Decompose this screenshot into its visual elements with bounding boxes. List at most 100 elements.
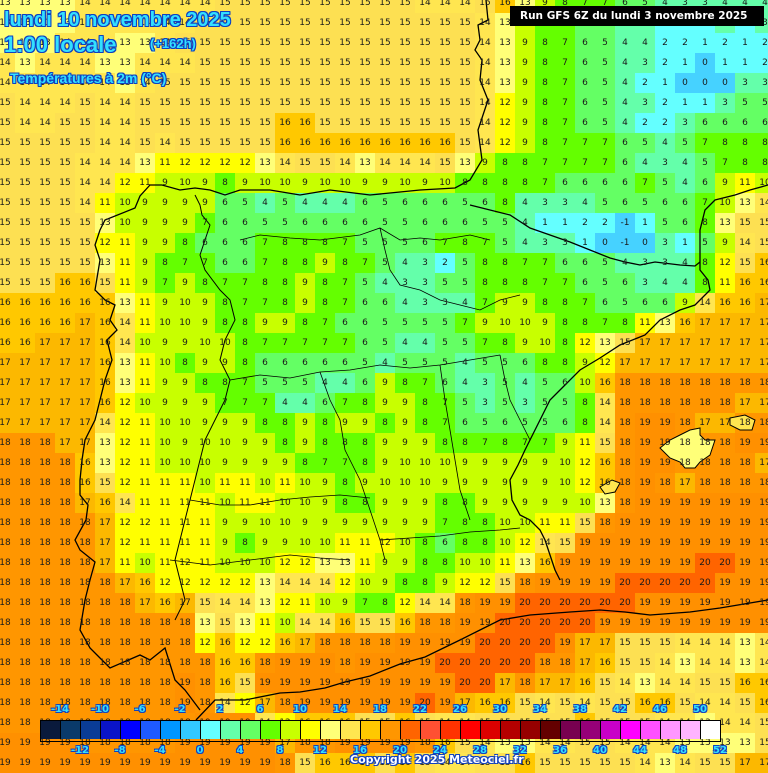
grid-value: 10 bbox=[179, 458, 191, 468]
grid-value: 8 bbox=[422, 538, 428, 548]
grid-value: 9 bbox=[502, 298, 508, 308]
raster-cell bbox=[15, 53, 35, 73]
grid-value: 10 bbox=[519, 318, 531, 328]
grid-value: 11 bbox=[139, 478, 151, 488]
colorbar-label-bottom: 0 bbox=[196, 745, 204, 756]
grid-value: 11 bbox=[579, 438, 591, 448]
grid-value: 18 bbox=[79, 658, 91, 668]
grid-value: 19 bbox=[419, 678, 431, 688]
grid-value: 5 bbox=[422, 318, 428, 328]
grid-value: 18 bbox=[59, 638, 71, 648]
grid-value: 9 bbox=[322, 518, 328, 528]
grid-value: 7 bbox=[562, 278, 568, 288]
grid-value: 6 bbox=[482, 198, 488, 208]
grid-value: 9 bbox=[722, 238, 728, 248]
grid-value: 19 bbox=[659, 438, 671, 448]
grid-value: 8 bbox=[702, 258, 708, 268]
grid-value: 13 bbox=[259, 578, 271, 588]
grid-value: 15 bbox=[259, 38, 271, 48]
grid-value: 19 bbox=[559, 578, 571, 588]
grid-value: 4 bbox=[462, 378, 468, 388]
grid-value: 5 bbox=[362, 278, 368, 288]
grid-value: 18 bbox=[679, 418, 691, 428]
grid-value: 17 bbox=[719, 358, 731, 368]
grid-value: 5 bbox=[742, 98, 748, 108]
grid-value: 19 bbox=[479, 618, 491, 628]
grid-value: 7 bbox=[282, 338, 288, 348]
grid-value: 7 bbox=[542, 178, 548, 188]
grid-value: 19 bbox=[739, 518, 751, 528]
grid-value: 8 bbox=[282, 298, 288, 308]
grid-value: 4 bbox=[622, 58, 628, 68]
grid-value: 10 bbox=[499, 518, 511, 528]
grid-value: 7 bbox=[442, 398, 448, 408]
grid-value: 7 bbox=[442, 238, 448, 248]
grid-value: 14 bbox=[599, 398, 611, 408]
grid-value: 19 bbox=[679, 618, 691, 628]
grid-value: 17 bbox=[59, 338, 71, 348]
grid-value: 5 bbox=[542, 398, 548, 408]
grid-value: 14 bbox=[319, 618, 331, 628]
grid-value: 12 bbox=[279, 598, 291, 608]
grid-value: 5 bbox=[662, 218, 668, 228]
grid-value: 18 bbox=[719, 478, 731, 488]
grid-value: 4 bbox=[622, 78, 628, 88]
grid-value: 5 bbox=[642, 198, 648, 208]
grid-value: 6 bbox=[442, 198, 448, 208]
grid-value: 16 bbox=[739, 278, 751, 288]
raster-cell bbox=[55, 73, 75, 93]
grid-value: 18 bbox=[0, 698, 11, 708]
grid-value: 6 bbox=[362, 198, 368, 208]
grid-value: 6 bbox=[562, 258, 568, 268]
grid-value: 9 bbox=[402, 418, 408, 428]
grid-value: 8 bbox=[342, 478, 348, 488]
grid-value: 19 bbox=[459, 618, 471, 628]
grid-value: 11 bbox=[119, 238, 131, 248]
grid-value: 6 bbox=[382, 298, 388, 308]
grid-value: 7 bbox=[602, 318, 608, 328]
grid-value: 18 bbox=[519, 678, 531, 688]
grid-value: 15 bbox=[0, 218, 11, 228]
grid-value: 10 bbox=[319, 598, 331, 608]
grid-value: 18 bbox=[119, 678, 131, 688]
grid-value: 17 bbox=[719, 418, 731, 428]
grid-value: 20 bbox=[519, 598, 531, 608]
grid-value: 14 bbox=[99, 98, 111, 108]
grid-value: 9 bbox=[262, 538, 268, 548]
grid-value: 4 bbox=[622, 258, 628, 268]
grid-value: 19 bbox=[159, 758, 171, 768]
grid-value: 13 bbox=[359, 158, 371, 168]
grid-value: 8 bbox=[442, 558, 448, 568]
grid-value: 10 bbox=[259, 518, 271, 528]
grid-value: 18 bbox=[79, 618, 91, 628]
grid-value: 10 bbox=[559, 458, 571, 468]
grid-value: 4 bbox=[622, 38, 628, 48]
grid-value: 18 bbox=[139, 658, 151, 668]
grid-value: 17 bbox=[39, 338, 51, 348]
grid-value: 14 bbox=[139, 0, 151, 8]
grid-value: 8 bbox=[342, 258, 348, 268]
grid-value: 5 bbox=[602, 98, 608, 108]
grid-value: 16 bbox=[599, 378, 611, 388]
grid-value: 15 bbox=[759, 718, 768, 728]
grid-value: 16 bbox=[39, 318, 51, 328]
colorbar-swatch bbox=[361, 721, 381, 739]
grid-value: 18 bbox=[39, 678, 51, 688]
grid-value: 17 bbox=[79, 418, 91, 428]
grid-value: 10 bbox=[759, 178, 768, 188]
grid-value: 19 bbox=[679, 558, 691, 568]
grid-value: 18 bbox=[679, 378, 691, 388]
grid-value: 11 bbox=[139, 458, 151, 468]
grid-value: 10 bbox=[539, 338, 551, 348]
grid-value: 19 bbox=[659, 598, 671, 608]
grid-value: 7 bbox=[222, 398, 228, 408]
grid-value: 8 bbox=[282, 418, 288, 428]
grid-value: 20 bbox=[579, 598, 591, 608]
grid-value: 4 bbox=[682, 278, 688, 288]
raster-cell bbox=[0, 133, 15, 153]
grid-value: 17 bbox=[99, 558, 111, 568]
grid-value: 16 bbox=[599, 658, 611, 668]
colorbar-label-bottom: -12 bbox=[70, 745, 90, 756]
grid-value: 9 bbox=[422, 178, 428, 188]
grid-value: 8 bbox=[622, 318, 628, 328]
